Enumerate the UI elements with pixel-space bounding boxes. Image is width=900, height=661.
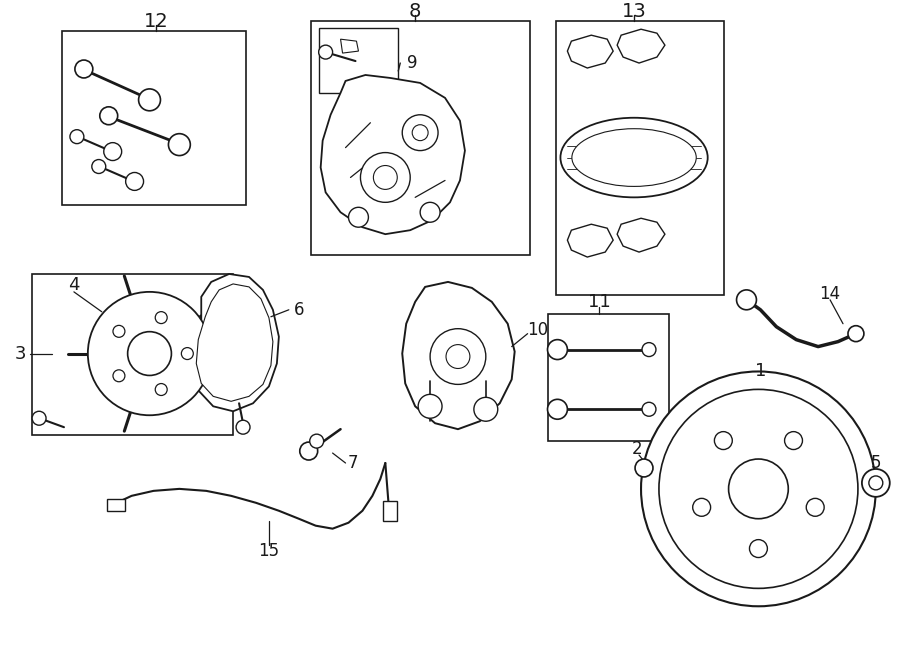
Circle shape [659, 389, 858, 588]
Text: 12: 12 [144, 12, 169, 31]
Text: 8: 8 [409, 2, 421, 20]
Polygon shape [617, 218, 665, 252]
Circle shape [474, 397, 498, 421]
Circle shape [92, 159, 105, 173]
Polygon shape [194, 274, 279, 411]
Bar [310, 21, 529, 255]
Text: 5: 5 [870, 454, 881, 472]
Bar [32, 274, 233, 435]
Polygon shape [196, 284, 273, 401]
Polygon shape [320, 75, 465, 234]
Circle shape [319, 45, 333, 59]
Circle shape [348, 208, 368, 227]
Circle shape [420, 202, 440, 222]
Circle shape [848, 326, 864, 342]
Text: 14: 14 [820, 285, 841, 303]
Ellipse shape [572, 129, 697, 186]
Circle shape [113, 325, 125, 337]
Bar [319, 28, 399, 93]
Circle shape [693, 498, 711, 516]
Bar [62, 31, 246, 206]
Circle shape [868, 476, 883, 490]
Circle shape [729, 459, 788, 519]
Text: 11: 11 [588, 293, 610, 311]
Circle shape [100, 107, 118, 125]
Circle shape [402, 115, 438, 151]
Text: 13: 13 [622, 2, 646, 20]
Circle shape [806, 498, 824, 516]
Bar [547, 314, 669, 441]
Circle shape [374, 165, 397, 190]
Circle shape [155, 311, 167, 324]
Polygon shape [617, 29, 665, 63]
Circle shape [126, 173, 144, 190]
Circle shape [155, 383, 167, 395]
Circle shape [547, 340, 567, 360]
Text: 10: 10 [527, 321, 548, 338]
Circle shape [32, 411, 46, 425]
Circle shape [182, 348, 194, 360]
Circle shape [168, 134, 190, 155]
Circle shape [750, 539, 768, 557]
Circle shape [446, 344, 470, 368]
Polygon shape [340, 39, 358, 53]
Ellipse shape [561, 118, 707, 198]
Polygon shape [567, 224, 613, 257]
Circle shape [88, 292, 212, 415]
Text: 7: 7 [347, 454, 357, 472]
Circle shape [70, 130, 84, 143]
Circle shape [736, 290, 756, 310]
Circle shape [300, 442, 318, 460]
Circle shape [104, 143, 122, 161]
Bar [556, 21, 724, 295]
Polygon shape [402, 282, 515, 429]
Circle shape [113, 369, 125, 382]
Text: 1: 1 [755, 362, 766, 381]
Circle shape [310, 434, 324, 448]
Circle shape [236, 420, 250, 434]
Circle shape [547, 399, 567, 419]
Text: 4: 4 [68, 276, 80, 294]
Circle shape [635, 459, 653, 477]
Circle shape [642, 403, 656, 416]
Circle shape [139, 89, 160, 111]
Circle shape [412, 125, 428, 141]
Text: 15: 15 [258, 541, 280, 560]
Circle shape [75, 60, 93, 78]
Circle shape [418, 395, 442, 418]
Text: 6: 6 [293, 301, 304, 319]
Circle shape [642, 342, 656, 356]
Circle shape [641, 371, 876, 606]
Circle shape [785, 432, 803, 449]
Polygon shape [567, 35, 613, 68]
Bar [383, 501, 397, 521]
Circle shape [715, 432, 733, 449]
Text: 2: 2 [632, 440, 643, 458]
Bar [107, 499, 125, 511]
Circle shape [128, 332, 171, 375]
Text: 3: 3 [14, 344, 26, 363]
Circle shape [361, 153, 410, 202]
Circle shape [862, 469, 890, 497]
Text: 9: 9 [407, 54, 418, 72]
Circle shape [430, 329, 486, 385]
